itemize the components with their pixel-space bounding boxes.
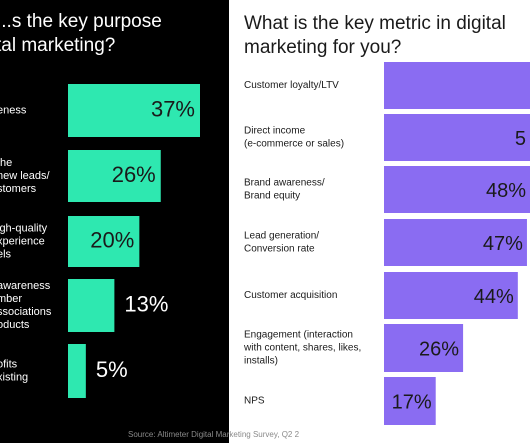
category-label-5: ofits xisting xyxy=(0,358,28,383)
value-label-3: 20% xyxy=(90,227,134,252)
bar-1 xyxy=(68,84,200,137)
left-chart-panel: ...s the key purpose tal marketing? 37% e… xyxy=(0,0,229,443)
value-label-7: 17% xyxy=(392,391,432,413)
category-label-4: Lead generation/Conversion rate xyxy=(244,231,319,255)
bar-4 xyxy=(68,279,115,332)
category-label-1: eness xyxy=(0,104,27,116)
bar-5 xyxy=(384,272,518,319)
bar-3 xyxy=(68,216,140,267)
value-label-6: 26% xyxy=(419,338,459,360)
bar-7 xyxy=(384,377,436,425)
left-bar-chart: 37% eness 26% thenew leads/stomers 20% igh-qu… xyxy=(0,84,200,398)
bar-6 xyxy=(384,324,464,372)
right-chart-title: What is the key metric in digital market… xyxy=(244,13,506,58)
right-bar-chart: Customer loyalty/LTV 5 Direct income (e-com… xyxy=(243,62,530,425)
category-label-3: igh-quality xperience els xyxy=(0,222,48,260)
category-label-3: Brand awareness/Brand equity xyxy=(244,178,325,202)
value-label-5: 5% xyxy=(96,357,128,382)
category-label-6: Engagement (interaction with content, sha… xyxy=(243,330,361,367)
right-chart-panel: What is the key metric in digital market… xyxy=(229,0,530,443)
bar-2 xyxy=(384,114,530,161)
category-label-7: NPS xyxy=(244,396,265,407)
bar-3 xyxy=(384,166,530,213)
value-label-3: 48% xyxy=(486,180,526,202)
value-label-4: 13% xyxy=(124,291,168,316)
category-label-2: Direct income (e-commerce or sales) xyxy=(244,126,344,150)
category-label-4: awareness mber ssociations oducts xyxy=(0,280,52,331)
source-note: Source: Altimeter Digital Marketing Surv… xyxy=(128,430,300,439)
bar-4 xyxy=(384,219,527,266)
bar-5 xyxy=(68,344,86,398)
left-chart-title: ...s the key purpose tal marketing? xyxy=(0,11,162,56)
value-label-1: 37% xyxy=(151,96,195,121)
value-label-4: 47% xyxy=(483,233,523,255)
value-label-5: 44% xyxy=(474,286,514,308)
bar-1 xyxy=(384,62,530,109)
value-label-2: 5 xyxy=(515,128,526,150)
category-label-1: Customer loyalty/LTV xyxy=(244,80,339,91)
bar-2 xyxy=(68,150,161,202)
category-label-2: thenew leads/stomers xyxy=(0,157,51,195)
category-label-5: Customer acquisition xyxy=(244,290,337,301)
value-label-2: 26% xyxy=(112,162,156,187)
